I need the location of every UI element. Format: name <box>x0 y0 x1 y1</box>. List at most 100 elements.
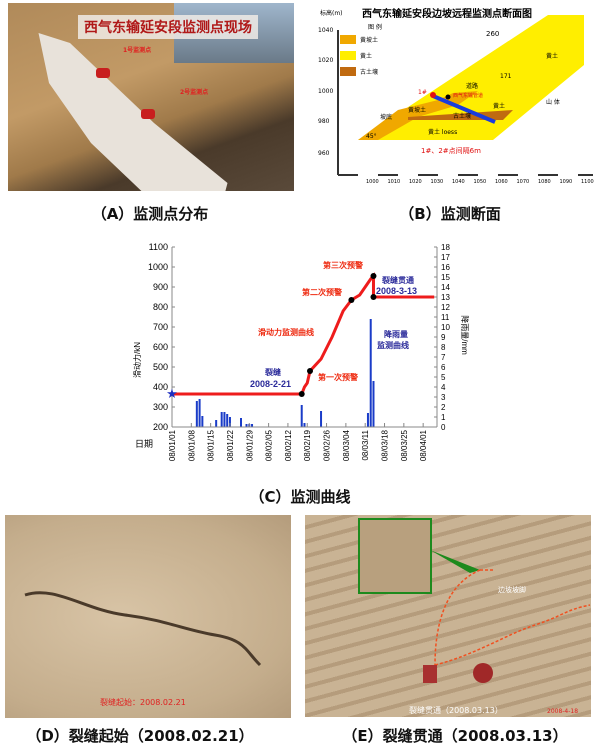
rain-bar <box>223 412 226 427</box>
x-tick-label: 08/01/15 <box>207 429 216 461</box>
x-tick: 1020 <box>409 179 422 185</box>
right-tick-label: 13 <box>441 293 450 302</box>
y-tick: 960 <box>318 150 330 157</box>
rain-bar <box>228 417 231 427</box>
legend-item: 古土壤 <box>360 69 379 76</box>
x-tick-label: 08/03/18 <box>381 429 390 461</box>
caption-b: （B）监测断面 <box>399 205 501 223</box>
y-tick: 1000 <box>318 88 334 95</box>
x-tick-label: 08/02/19 <box>303 429 312 461</box>
date-stamp: 2008-4-18 <box>547 708 579 715</box>
crack-detail-inset <box>358 518 432 594</box>
warn3-label: 第三次预警 <box>323 260 363 270</box>
toe-label: 坡底 <box>380 114 393 121</box>
photo-label: 裂缝贯通（2008.03.13） <box>409 706 503 715</box>
y-axis-label: 标高(m) <box>320 10 343 17</box>
x-tick: 1050 <box>473 179 487 185</box>
diagram-title: 西气东输延安段边坡远程监测点断面图 <box>362 9 532 20</box>
key-point <box>370 294 377 300</box>
caption-a: （A）监测点分布 <box>91 205 209 223</box>
monitoring-line <box>432 94 496 124</box>
right-tick-label: 1 <box>441 413 446 422</box>
x-tick: 1030 <box>430 179 444 185</box>
right-tick-label: 2 <box>441 403 446 412</box>
pipe-label: 西气东输管道 <box>453 93 484 99</box>
photo-label: 裂缝起始：2008.02.21 <box>100 698 186 707</box>
left-tick-label: 1000 <box>148 262 168 272</box>
key-point <box>348 297 355 303</box>
rain-curve-label: 监测曲线 <box>377 340 409 350</box>
warn1-label: 第一次预警 <box>318 372 358 382</box>
x-tick: 1100 <box>581 179 594 185</box>
elevation-label: 260 <box>486 30 500 38</box>
rain-bar <box>226 414 229 427</box>
marker1-label: 1号监测点 <box>123 47 152 54</box>
x-tick-label: 08/03/04 <box>342 429 351 461</box>
right-tick-label: 4 <box>441 383 446 392</box>
rain-bar <box>320 411 323 427</box>
right-tick-label: 3 <box>441 393 446 402</box>
y-tick: 980 <box>318 118 330 125</box>
y-left-label: 滑动力/kN <box>132 342 142 378</box>
caption-e: （E）裂缝贯通（2008.03.13） <box>342 727 568 745</box>
paleosol-label: 古土壤 <box>453 113 472 120</box>
right-tick-label: 11 <box>441 313 450 322</box>
right-tick-label: 5 <box>441 373 446 382</box>
rain-bar <box>245 424 248 427</box>
x-tick-label: 08/02/05 <box>265 429 274 461</box>
rain-bar <box>195 401 198 427</box>
elevation-label: 171 <box>500 73 512 80</box>
rain-bar <box>369 319 372 427</box>
x-tick: 1090 <box>559 179 573 185</box>
left-tick-label: 500 <box>153 362 168 372</box>
rain-bar <box>300 405 303 427</box>
rain-bar <box>251 424 254 427</box>
left-tick-label: 700 <box>153 322 168 332</box>
pipe-marker <box>445 94 451 100</box>
cross-section-diagram: 西气东输延安段边坡远程监测点断面图 标高(m) 1040 1020 1000 9… <box>318 5 596 190</box>
caption-d: （D）裂缝起始（2008.02.21） <box>26 727 254 745</box>
key-point <box>370 273 377 279</box>
x-tick-label: 08/03/11 <box>361 429 370 460</box>
left-tick-label: 600 <box>153 342 168 352</box>
crack <box>24 591 262 667</box>
right-tick-label: 15 <box>441 273 450 282</box>
point1-label: 1# <box>418 89 427 96</box>
crack-label: 裂缝 <box>264 367 281 377</box>
monitoring-chart: ★110010009008007006005004003002001817161… <box>132 242 470 461</box>
right-tick-label: 18 <box>441 243 450 252</box>
start-star-icon: ★ <box>166 386 178 401</box>
x-tick: 1000 <box>366 179 379 185</box>
legend-item: 黄坡土 <box>360 37 379 44</box>
legend-item: 黄土 <box>360 53 373 60</box>
x-tick: 1070 <box>516 179 530 185</box>
photo-monitoring-site: 西气东输延安段监测点现场 1号监测点 2号监测点 <box>8 3 294 191</box>
left-tick-label: 400 <box>153 382 168 392</box>
right-tick-label: 17 <box>441 253 450 262</box>
warn2-label: 第二次预警 <box>302 287 342 297</box>
rain-curve-label: 降雨量 <box>384 329 408 339</box>
rain-bar <box>215 420 218 427</box>
point-1-marker <box>430 92 436 98</box>
rain-bar <box>198 399 201 427</box>
y-tick: 1020 <box>318 57 334 64</box>
angle-label: 45° <box>366 133 377 140</box>
monitoring-point-1 <box>96 68 110 78</box>
right-tick-label: 12 <box>441 303 450 312</box>
rain-bar <box>240 418 242 427</box>
rain-bar <box>220 412 223 427</box>
photo-crack-through: 边坡坡脚 裂缝贯通（2008.03.13） 2008-4-18 <box>305 515 591 717</box>
x-tick: 1060 <box>495 179 508 185</box>
loess-label: 黄土 <box>493 103 506 110</box>
x-tick: 1080 <box>538 179 551 185</box>
x-tick-label: 08/03/25 <box>400 429 409 461</box>
legend-title: 图 例 <box>368 24 382 31</box>
x-tick-label: 08/01/22 <box>226 429 235 461</box>
x-tick: 1010 <box>387 179 401 185</box>
slope-label: 边坡坡脚 <box>498 586 526 594</box>
rain-bar <box>201 416 204 427</box>
force-curve-label: 滑动力监测曲线 <box>258 327 314 337</box>
right-tick-label: 9 <box>441 333 446 342</box>
loess-label: 黄土 loess <box>428 129 458 136</box>
x-tick-label: 08/01/08 <box>187 429 196 461</box>
